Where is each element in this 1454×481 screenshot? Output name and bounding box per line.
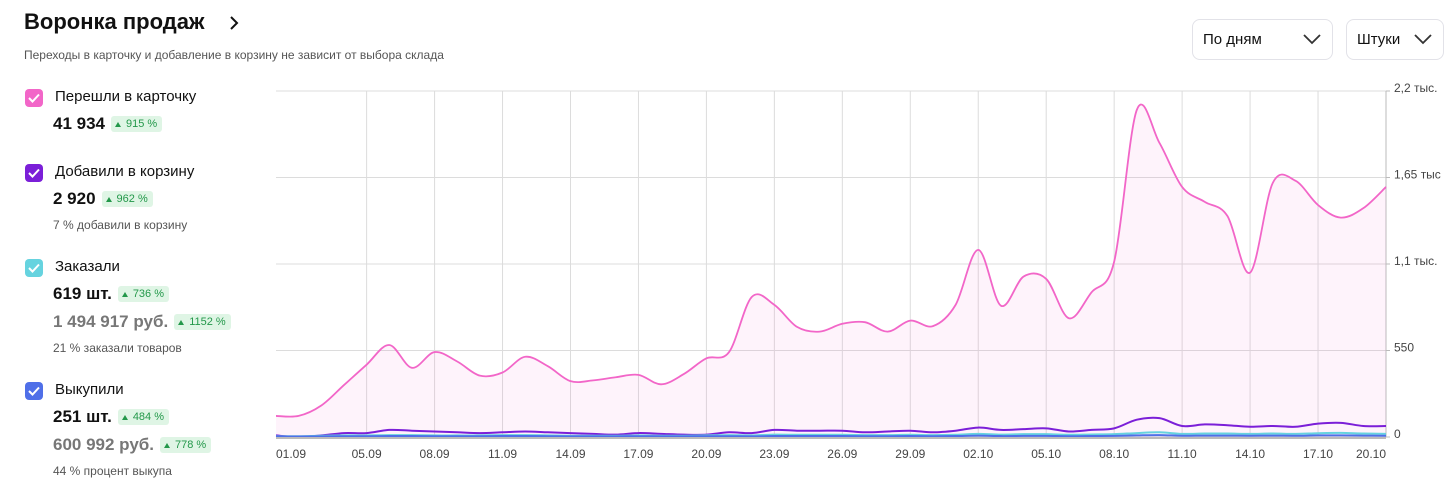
- y-tick-label: 550: [1394, 341, 1414, 355]
- checkbox[interactable]: [25, 259, 43, 277]
- x-tick-label: 08.10: [1099, 447, 1129, 461]
- change-badge: 1152 %: [174, 314, 231, 330]
- dropdown-arrow: [1414, 34, 1432, 45]
- x-tick-label: 20.09: [691, 447, 721, 461]
- metric-value: 619 шт.: [53, 284, 112, 303]
- metric-name: Добавили в корзину: [55, 163, 195, 180]
- y-tick-label: 1,1 тыс.: [1394, 254, 1437, 268]
- change-badge: 915 %: [111, 116, 163, 132]
- x-tick-label: 26.09: [827, 447, 857, 461]
- checkbox[interactable]: [25, 89, 43, 107]
- x-tick-label: 02.10: [963, 447, 993, 461]
- metric-row: 251 шт. 484 %: [53, 407, 170, 427]
- line: [275, 416, 1387, 439]
- metric-note: 44 % процент выкупа: [53, 464, 172, 478]
- metric-note: 21 % заказали товаров: [53, 341, 182, 355]
- y-tick-label: 1,65 тыс: [1394, 168, 1441, 182]
- dropdown-arrow: [1303, 34, 1321, 45]
- x-tick-label: 05.10: [1031, 447, 1061, 461]
- title-chevron[interactable]: [228, 15, 240, 31]
- x-tick-label: 11.10: [1168, 447, 1197, 461]
- x-tick-label: 23.09: [759, 447, 789, 461]
- period-label: По дням: [1203, 31, 1262, 48]
- metric-value: 41 934: [53, 114, 105, 133]
- metric-name: Заказали: [55, 258, 120, 275]
- metric-row: 41 934 915 %: [53, 114, 163, 134]
- change-badge: 778 %: [160, 437, 212, 453]
- metric-row: 2 920 962 %: [53, 189, 153, 209]
- metric-value: 251 шт.: [53, 407, 112, 426]
- metric-value: 2 920: [53, 189, 96, 208]
- y-tick-label: 0: [1394, 427, 1401, 441]
- subtitle: Переходы в карточку и добавление в корзи…: [24, 48, 444, 62]
- change-badge: 736 %: [117, 286, 170, 302]
- metric-revenue: 600 992 руб.: [53, 435, 155, 454]
- x-tick-label: 20.10: [1356, 447, 1386, 461]
- x-tick-label: 17.09: [623, 447, 653, 461]
- checkbox[interactable]: [25, 382, 43, 400]
- x-tick-label: 14.09: [555, 447, 585, 461]
- y-tick-label: 2,2 тыс.: [1394, 81, 1437, 95]
- x-tick-label: 14.10: [1235, 447, 1265, 461]
- period-dropdown[interactable]: По дням: [1192, 19, 1333, 60]
- metric-row: 619 шт. 736 %: [53, 284, 170, 304]
- metric-revenue: 1 494 917 руб.: [53, 312, 169, 331]
- checkbox[interactable]: [25, 164, 43, 182]
- unit-label: Штуки: [1357, 31, 1401, 48]
- check-icon: [28, 168, 40, 178]
- metric-row: 1 494 917 руб. 1152 %: [53, 312, 231, 332]
- change-badge: 484 %: [117, 409, 170, 425]
- unit-dropdown[interactable]: Штуки: [1346, 19, 1444, 60]
- x-tick-label: 17.10: [1303, 447, 1333, 461]
- title: Воронка продаж: [24, 9, 205, 34]
- line: [275, 103, 1387, 418]
- x-tick-label: 11.09: [488, 447, 517, 461]
- x-tick-label: 05.09: [352, 447, 382, 461]
- metric-name: Перешли в карточку: [55, 88, 197, 105]
- line: [275, 434, 1387, 438]
- x-tick-label: 29.09: [895, 447, 925, 461]
- x-tick-label: 08.09: [420, 447, 450, 461]
- metric-name: Выкупили: [55, 381, 124, 398]
- check-icon: [28, 386, 40, 396]
- metric-note: 7 % добавили в корзину: [53, 218, 188, 232]
- check-icon: [28, 263, 40, 273]
- check-icon: [28, 93, 40, 103]
- change-badge: 962 %: [101, 191, 153, 207]
- metric-row: 600 992 руб. 778 %: [53, 435, 212, 455]
- x-tick-label: 01.09: [276, 447, 306, 461]
- area: [276, 104, 1386, 437]
